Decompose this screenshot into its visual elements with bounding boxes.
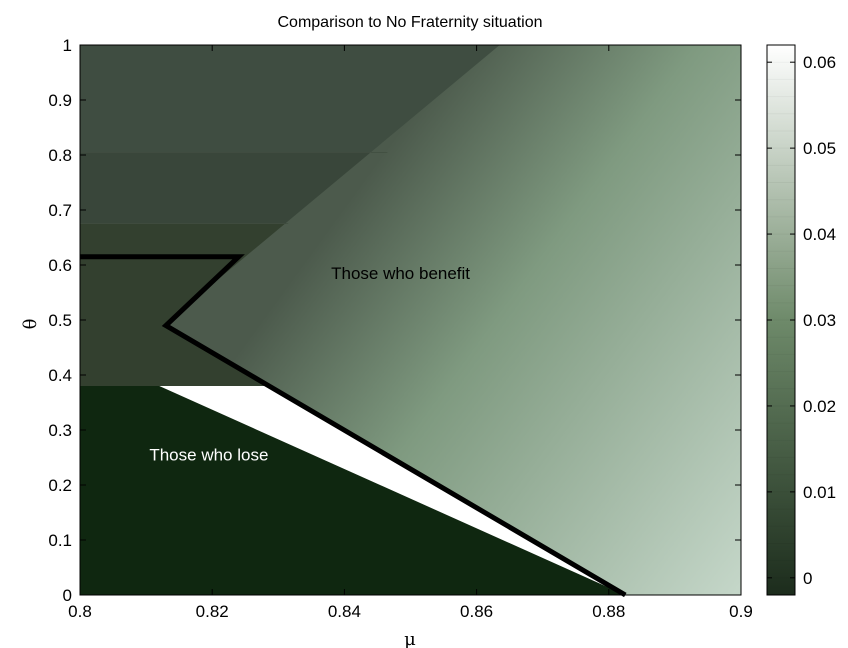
colorbar-tick-label: 0.06 bbox=[803, 53, 836, 72]
y-tick-label: 0.9 bbox=[48, 91, 72, 110]
benefit-region bbox=[162, 45, 742, 595]
region-annotation: Those who benefit bbox=[331, 264, 470, 283]
y-tick-label: 0.3 bbox=[48, 421, 72, 440]
axes-layer: 0.8 0.82 0.84 0.86 0.88 0.9 0 0.1 0.2 0.3 0.4 0.5 0.… bbox=[48, 36, 752, 621]
colorbar-tick-label: 0.05 bbox=[803, 139, 836, 158]
zero-contour-line bbox=[80, 254, 627, 598]
x-tick-label: 0.84 bbox=[328, 602, 361, 621]
colorbar-tick-label: 0.02 bbox=[803, 397, 836, 416]
colorbar-tick-label: 0.03 bbox=[803, 311, 836, 330]
annotations-layer: Those who benefit Those who lose bbox=[149, 264, 470, 465]
y-tick-label: 0.6 bbox=[48, 256, 72, 275]
zero-contour-layer bbox=[80, 254, 627, 598]
y-tick-label: 0.1 bbox=[48, 531, 72, 550]
chart-title: Comparison to No Fraternity situation bbox=[278, 14, 543, 31]
region-annotation: Those who lose bbox=[149, 445, 268, 464]
x-tick-label: 0.88 bbox=[592, 602, 625, 621]
y-tick-label: 0.8 bbox=[48, 146, 72, 165]
colorbar-tick-label: 0.04 bbox=[803, 225, 836, 244]
y-tick-label: 0.7 bbox=[48, 201, 72, 220]
plot-area bbox=[80, 45, 742, 595]
x-tick-label: 0.82 bbox=[196, 602, 229, 621]
colorbar: 0 0.01 0.02 0.03 0.04 0.05 0.06 bbox=[766, 44, 836, 596]
x-tick-label: 0.8 bbox=[68, 602, 92, 621]
y-tick-label: 0.5 bbox=[48, 311, 72, 330]
y-tick-label: 0.2 bbox=[48, 476, 72, 495]
y-tick-label: 1 bbox=[63, 36, 72, 55]
lose-region bbox=[80, 386, 626, 595]
x-axis-label: μ bbox=[404, 629, 416, 648]
y-tick-label: 0.4 bbox=[48, 366, 72, 385]
x-tick-label: 0.86 bbox=[460, 602, 493, 621]
x-tick-label: 0.9 bbox=[729, 602, 753, 621]
colorbar-tick-label: 0.01 bbox=[803, 483, 836, 502]
y-tick-label: 0 bbox=[63, 586, 72, 605]
y-axis-label: θ bbox=[20, 319, 41, 330]
colorbar-tick-label: 0 bbox=[803, 569, 812, 588]
